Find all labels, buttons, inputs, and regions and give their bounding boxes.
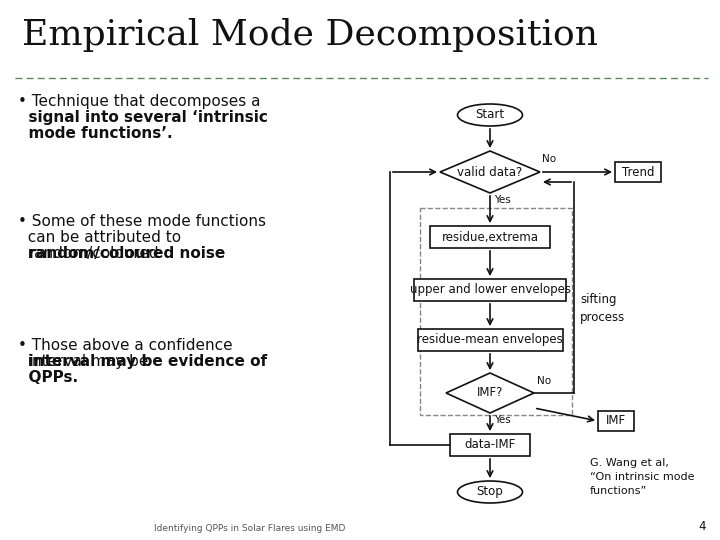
Text: data-IMF: data-IMF [464,438,516,451]
Text: Yes: Yes [494,195,510,205]
Text: interval may be evidence of: interval may be evidence of [18,354,267,369]
Text: No: No [537,376,551,386]
Text: 4: 4 [698,520,706,533]
Text: can be attributed to: can be attributed to [18,230,181,245]
Text: QPPs.: QPPs. [18,370,78,385]
Text: No: No [542,154,556,164]
FancyBboxPatch shape [418,329,562,351]
Text: residue-mean envelopes: residue-mean envelopes [417,334,563,347]
FancyBboxPatch shape [430,226,550,248]
Text: Start: Start [475,109,505,122]
Text: valid data?: valid data? [457,165,523,179]
Polygon shape [440,151,540,193]
Text: IMF: IMF [606,415,626,428]
Text: Identifying QPPs in Solar Flares using EMD: Identifying QPPs in Solar Flares using E… [154,524,346,533]
Text: upper and lower envelopes: upper and lower envelopes [410,284,570,296]
Text: Trend: Trend [622,165,654,179]
Text: • Those above a confidence: • Those above a confidence [18,338,233,353]
FancyBboxPatch shape [414,279,566,301]
Text: random/coloured noise: random/coloured noise [18,246,225,261]
FancyBboxPatch shape [450,434,530,456]
Text: mode functions’.: mode functions’. [18,126,173,141]
FancyBboxPatch shape [598,411,634,431]
Text: signal into several ‘intrinsic: signal into several ‘intrinsic [18,110,268,125]
Text: interval may be: interval may be [18,354,153,369]
FancyBboxPatch shape [615,162,661,182]
Text: process: process [580,312,625,325]
Text: Empirical Mode Decomposition: Empirical Mode Decomposition [22,18,598,52]
Text: random/coloured: random/coloured [18,246,163,261]
Ellipse shape [457,481,523,503]
Text: • Some of these mode functions: • Some of these mode functions [18,214,266,229]
Text: Stop: Stop [477,485,503,498]
Text: • Technique that decomposes a: • Technique that decomposes a [18,94,261,109]
Text: G. Wang et al,
“On intrinsic mode
functions”: G. Wang et al, “On intrinsic mode functi… [590,458,695,496]
Ellipse shape [457,104,523,126]
Text: sifting: sifting [580,294,616,307]
Text: residue,extrema: residue,extrema [441,231,539,244]
Polygon shape [446,373,534,413]
Text: Yes: Yes [494,415,510,425]
Text: IMF?: IMF? [477,387,503,400]
